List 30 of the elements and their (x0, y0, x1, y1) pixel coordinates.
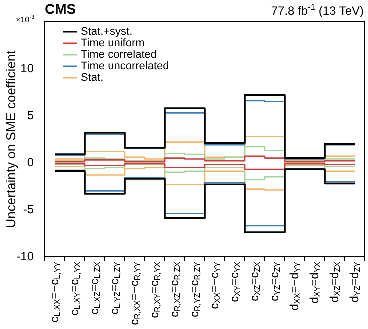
legend-label: Time correlated (81, 49, 158, 62)
x-tick-label: cXZ=cZX (247, 261, 262, 302)
x-tick-label: cR,XX=−cR,YY (127, 261, 142, 326)
x-tick-label: cXX=−cYY (207, 261, 222, 310)
x-tick-label: dYZ=dZY (347, 261, 362, 303)
x-tick-label: dXX=−dYY (287, 261, 302, 311)
y-tick-label: -10 (16, 249, 34, 264)
y-tick-label: 0 (27, 155, 34, 170)
x-tick-label: dXY=dYX (307, 261, 322, 304)
chart-title: CMS (45, 1, 76, 17)
y-tick-label: 5 (27, 108, 34, 122)
legend-label: Stat.+syst. (81, 26, 133, 38)
x-tick-label: cR,YZ=cR,ZY (187, 261, 202, 318)
text: ×10$^{-3}$ (16, 15, 35, 25)
x-tick-label: cL,XY=cL,YX (67, 261, 82, 316)
legend-label: Time uncorrelated (81, 60, 170, 73)
x-tick-label: cYZ=cZY (267, 261, 282, 302)
chart-subtitle: 77.8 fb$^{-1}$ (13 TeV) (271, 2, 364, 18)
x-tick-label: cL,YZ=cL,ZY (107, 261, 122, 315)
x-tick-label: cL,XX=−cL,YY (47, 261, 62, 323)
x-tick-label: cXY=cYX (227, 261, 242, 302)
y-tick-label: -5 (23, 202, 34, 216)
x-tick-label: cR,XY=cR,YX (147, 261, 162, 318)
y-axis-title: Uncertainty on SME coefficient (3, 50, 18, 228)
x-tick-label: cR,XZ=cR,ZX (167, 261, 182, 318)
y-tick-label: 10 (20, 61, 34, 76)
x-tick-label: cL,XZ=cL,ZX (87, 261, 102, 315)
legend-label: Time uniform (81, 38, 145, 50)
legend-label: Stat. (81, 72, 104, 84)
x-tick-label: dXZ=dZX (327, 261, 342, 303)
